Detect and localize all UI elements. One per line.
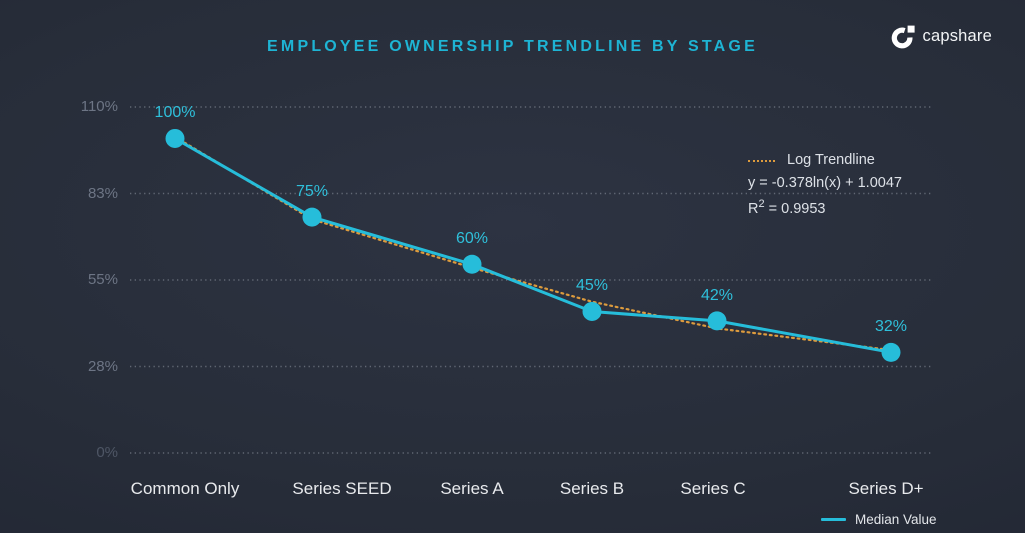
median-legend-label: Median Value [855, 512, 937, 527]
y-tick-label: 83% [87, 184, 118, 202]
trendline-swatch [748, 159, 775, 162]
point-value-label: 75% [295, 183, 329, 201]
x-tick-label: Series C [680, 479, 746, 498]
point-value-label: 100% [154, 104, 196, 122]
point-value-label: 32% [874, 318, 908, 336]
x-tick-label: Common Only [130, 479, 240, 498]
x-tick-label: Series B [559, 479, 625, 498]
data-point [462, 254, 482, 274]
trendline-r-squared: R2 = 0.9953 [748, 198, 826, 217]
data-point [881, 342, 901, 362]
median-series-layer [165, 128, 901, 362]
y-tick-label: 55% [87, 271, 118, 288]
y-tick-label: 28% [87, 357, 118, 375]
brand-name: capshare [922, 27, 992, 45]
capshare-logo-icon [891, 24, 915, 49]
y-tick-label: 0% [96, 444, 118, 461]
data-point [582, 301, 602, 321]
brand: capshare [891, 24, 992, 49]
data-point [707, 311, 727, 331]
median-legend-swatch [821, 518, 846, 521]
x-tick-label: Series A [440, 479, 504, 498]
y-tick-label: 110% [80, 98, 118, 115]
data-point [302, 207, 322, 227]
trendline-equation: y = -0.378ln(x) + 1.0047 [748, 175, 902, 191]
point-value-label: 42% [700, 286, 734, 304]
trendline-legend: Log Trendline y = -0.378ln(x) + 1.0047 R… [748, 150, 902, 220]
trendline-legend-label: Log Trendline [787, 152, 875, 168]
median-line [173, 137, 893, 354]
x-tick-label: Series SEED [292, 479, 392, 498]
point-value-label: 60% [455, 230, 489, 248]
chart-title: EMPLOYEE OWNERSHIP TRENDLINE BY STAGE [267, 38, 758, 55]
x-tick-label: Series D+ [848, 479, 924, 498]
median-legend: Median Value [821, 512, 937, 527]
point-value-label: 45% [575, 277, 609, 295]
data-point [165, 128, 185, 148]
